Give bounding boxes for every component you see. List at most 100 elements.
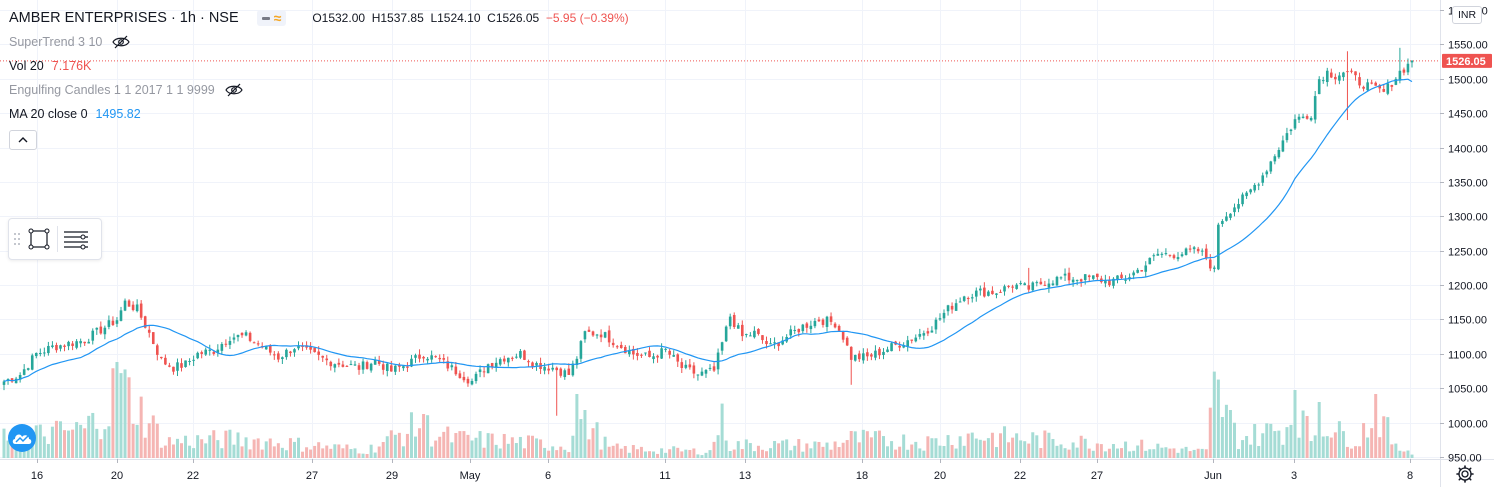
candle-body — [1217, 224, 1220, 270]
candle-body — [1334, 76, 1337, 80]
volume-bar — [1269, 423, 1273, 458]
candle-body — [551, 367, 554, 370]
chart-grid — [0, 0, 1440, 459]
indicator-ma[interactable]: MA 20 close 0 1495.82 — [9, 102, 629, 126]
candle-body — [293, 349, 296, 353]
lines-tool-button[interactable] — [61, 224, 91, 254]
candle-body — [1039, 281, 1043, 285]
candle-body — [111, 320, 115, 326]
indicator-engulfing[interactable]: Engulfing Candles 1 1 2017 1 1 9999 — [9, 78, 629, 102]
candle-body — [829, 316, 833, 322]
gear-icon[interactable] — [1455, 464, 1475, 484]
floating-drawing-toolbar[interactable] — [8, 218, 102, 260]
symbol-title[interactable]: AMBER ENTERPRISES · 1h · NSE — [9, 10, 239, 26]
candle-body — [1317, 79, 1321, 95]
candle-body — [434, 356, 437, 358]
candle-body — [789, 329, 793, 336]
candle-body — [341, 364, 345, 367]
volume-bar — [531, 435, 535, 458]
volume-bar — [67, 430, 71, 458]
volume-bar — [970, 432, 974, 458]
volume-bar — [232, 444, 236, 458]
price-axis[interactable]: 1600.001550.001500.001450.001400.001350.… — [1440, 6, 1488, 465]
volume-bar — [401, 446, 405, 458]
candle-body — [1091, 275, 1095, 279]
volume-bar — [526, 435, 530, 458]
volume-bar — [446, 426, 450, 458]
collapse-legend-button[interactable] — [9, 130, 37, 150]
candle-body — [708, 367, 712, 369]
volume-bar — [1083, 438, 1087, 458]
candle-body — [156, 345, 159, 355]
candle-body — [1229, 213, 1232, 218]
volume-bar — [1115, 448, 1119, 458]
volume-bar — [184, 435, 188, 458]
volume-bar — [337, 444, 341, 458]
candle-body — [268, 345, 272, 353]
volume-bar — [982, 440, 986, 458]
currency-button[interactable]: INR — [1452, 6, 1482, 24]
volume-bar — [58, 421, 62, 458]
volume-bar — [442, 431, 446, 458]
candle-body — [773, 342, 776, 344]
candle-body — [1330, 72, 1333, 78]
last-price-label: 1526.05 — [1446, 56, 1486, 68]
indicator-volume[interactable]: Vol 20 7.176K — [9, 54, 629, 78]
time-axis[interactable]: 16 20 22 27 29 May 6 11 13 18 20 22 27 Jun 3 8 — [31, 459, 1413, 482]
candle-body — [1168, 254, 1172, 256]
volume-bar — [212, 430, 216, 458]
chart-legend: AMBER ENTERPRISES · 1h · NSE ≈ O1532.00 … — [9, 6, 629, 150]
toolbar-divider — [57, 226, 58, 252]
eye-crossed-icon[interactable] — [112, 35, 131, 49]
candle-body — [1011, 286, 1014, 288]
candle-body — [983, 287, 986, 297]
candlesticks — [2, 47, 1414, 416]
volume-bar — [1293, 390, 1297, 458]
volume-bar — [777, 443, 781, 458]
volume-bar — [494, 444, 498, 458]
candle-body — [1281, 140, 1285, 152]
candle-body — [498, 359, 502, 365]
candle-body — [1225, 216, 1228, 221]
candle-body — [470, 380, 474, 385]
candle-body — [1358, 77, 1361, 86]
volume-bar — [1160, 447, 1164, 458]
volume-bar — [825, 442, 829, 458]
candle-body — [200, 352, 203, 354]
candle-body — [1406, 63, 1410, 73]
volume-bar — [1253, 424, 1257, 458]
volume-bar — [1386, 417, 1390, 458]
candle-body — [623, 346, 627, 354]
candle-body — [700, 371, 704, 376]
volume-bar — [712, 441, 716, 458]
tradingview-cloud-icon[interactable] — [8, 424, 36, 452]
candle-body — [192, 359, 195, 361]
candle-body — [273, 354, 276, 356]
candle-body — [1104, 279, 1107, 284]
volume-bar — [1362, 423, 1366, 458]
rectangle-tool-button[interactable] — [24, 224, 54, 254]
candle-body — [14, 378, 18, 384]
volume-bar — [1031, 432, 1035, 458]
eye-crossed-icon[interactable] — [225, 83, 243, 97]
volume-bar — [688, 449, 692, 458]
volume-bar — [305, 447, 309, 458]
volume-bar — [341, 448, 345, 458]
candle-body — [1112, 278, 1115, 286]
last-price-tag: 1526.05 — [1442, 53, 1492, 68]
candle-body — [902, 345, 905, 348]
symbol-status-pill[interactable]: ≈ — [256, 10, 287, 26]
candle-body — [277, 353, 280, 360]
drag-handle-icon[interactable] — [12, 229, 24, 249]
candle-body — [486, 364, 490, 374]
indicator-supertrend[interactable]: SuperTrend 3 10 — [9, 30, 629, 54]
time-tick-label: 6 — [545, 470, 551, 482]
time-tick-label: 8 — [1407, 470, 1413, 482]
volume-bar — [1067, 449, 1071, 458]
volume-bar — [1176, 452, 1180, 458]
volume-bar — [309, 449, 313, 458]
volume-bar — [46, 443, 50, 458]
candle-body — [712, 366, 716, 371]
volume-bar — [672, 446, 676, 458]
